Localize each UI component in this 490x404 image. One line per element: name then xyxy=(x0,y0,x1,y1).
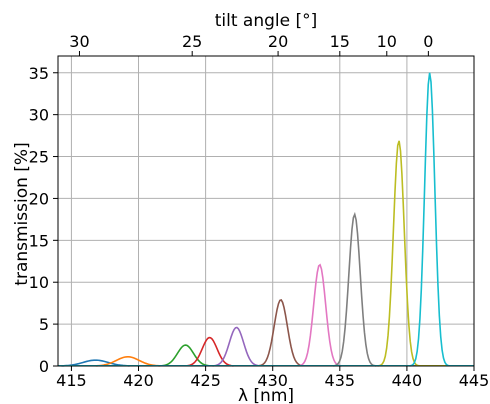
top-tick-label: 15 xyxy=(330,32,350,51)
y-tick-label: 35 xyxy=(29,64,49,83)
y-tick-label: 10 xyxy=(29,273,49,292)
x-tick-label: 420 xyxy=(123,371,154,390)
y-tick-label: 5 xyxy=(39,315,49,334)
x-tick-label: 435 xyxy=(325,371,356,390)
y-axis-label: transmission [%] xyxy=(12,142,32,285)
y-tick-label: 0 xyxy=(39,357,49,376)
axes xyxy=(53,51,475,371)
top-tick-label: 25 xyxy=(182,32,202,51)
x-axis-label: λ [nm] xyxy=(238,386,294,404)
tick-labels: 415 420 425 430 435 440 445 0 5 10 15 20 25 30 35 30 25 2… xyxy=(29,32,490,390)
top-axis-label: tilt angle [°] xyxy=(215,11,318,31)
x-tick-label: 440 xyxy=(392,371,423,390)
top-tick-label: 0 xyxy=(423,32,433,51)
series-line-10 xyxy=(58,72,474,367)
top-tick-label: 20 xyxy=(268,32,288,51)
top-tick-label: 30 xyxy=(69,32,89,51)
x-tick-label: 415 xyxy=(56,371,87,390)
grid xyxy=(58,56,475,367)
top-tick-label: 10 xyxy=(377,32,397,51)
y-tick-label: 20 xyxy=(29,189,49,208)
series-line-8 xyxy=(58,211,474,367)
y-tick-label: 25 xyxy=(29,148,49,167)
plot-frame xyxy=(57,55,475,367)
x-tick-label: 425 xyxy=(190,371,221,390)
series-layer xyxy=(58,72,474,367)
y-tick-label: 30 xyxy=(29,106,49,125)
x-tick-label: 430 xyxy=(257,371,288,390)
y-tick-label: 15 xyxy=(29,231,49,250)
series-line-6 xyxy=(58,299,474,367)
x-tick-label: 445 xyxy=(459,371,490,390)
series-line-9 xyxy=(58,140,474,367)
